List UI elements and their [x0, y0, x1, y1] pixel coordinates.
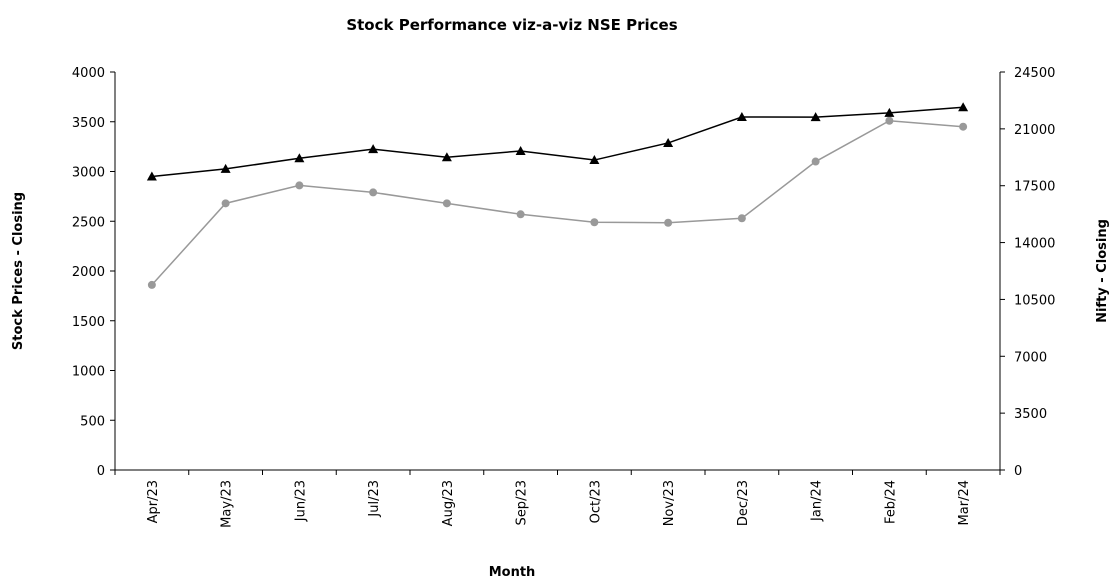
marker: [663, 137, 674, 147]
marker: [958, 102, 969, 112]
marker: [146, 171, 157, 181]
y2-tick-label: 0: [1014, 464, 1022, 479]
marker: [441, 152, 452, 162]
x-tick-label: Dec/23: [736, 480, 751, 526]
marker: [590, 218, 599, 227]
y-tick-label: 1500: [72, 315, 105, 330]
x-axis-title: Month: [489, 565, 536, 580]
x-tick-label: Oct/23: [588, 480, 603, 523]
y2-tick-label: 24500: [1014, 66, 1055, 81]
y2-tick-label: 7000: [1014, 350, 1047, 365]
y2-tick-label: 14000: [1014, 237, 1055, 252]
x-tick-label: Aug/23: [441, 480, 456, 526]
marker: [220, 163, 231, 173]
x-tick-label: Jul/23: [367, 480, 382, 518]
marker: [294, 153, 305, 163]
marker: [959, 122, 968, 131]
x-tick-label: May/23: [220, 480, 235, 528]
marker: [442, 199, 451, 208]
marker: [369, 188, 378, 197]
x-tick-label: Nov/23: [662, 480, 677, 526]
marker: [884, 107, 895, 117]
y2-tick-label: 3500: [1014, 407, 1047, 422]
y-axis-title: Stock Prices - Closing: [11, 192, 26, 350]
y-tick-label: 500: [80, 414, 105, 429]
x-tick-label: Sep/23: [515, 480, 530, 525]
chart-title: Stock Performance viz-a-viz NSE Prices: [346, 16, 677, 34]
marker: [811, 157, 820, 166]
y-tick-label: 1000: [72, 365, 105, 380]
y-tick-label: 4000: [72, 66, 105, 81]
series-line: [151, 106, 964, 178]
marker: [147, 280, 156, 289]
y2-tick-label: 17500: [1014, 180, 1055, 195]
marker: [515, 145, 526, 155]
y-tick-label: 0: [97, 464, 105, 479]
marker: [664, 218, 673, 227]
marker: [589, 155, 600, 165]
y-tick-label: 2500: [72, 215, 105, 230]
x-tick-label: Mar/24: [957, 480, 972, 525]
series-line: [151, 119, 964, 286]
marker: [221, 199, 230, 208]
x-tick-label: Jan/24: [810, 480, 825, 522]
marker: [737, 214, 746, 223]
y-tick-label: 3000: [72, 166, 105, 181]
y-tick-label: 2000: [72, 265, 105, 280]
marker: [516, 210, 525, 219]
x-tick-label: Apr/23: [146, 480, 161, 523]
x-tick-label: Jun/23: [293, 480, 308, 522]
marker: [368, 144, 379, 154]
y2-tick-label: 21000: [1014, 123, 1055, 138]
marker: [885, 116, 894, 125]
marker: [295, 181, 304, 190]
x-tick-label: Feb/24: [883, 480, 898, 524]
y2-axis-title: Nifty - Closing: [1095, 219, 1110, 323]
marker: [810, 112, 821, 122]
marker: [736, 111, 747, 121]
y2-tick-label: 10500: [1014, 293, 1055, 308]
y-tick-label: 3500: [72, 116, 105, 131]
